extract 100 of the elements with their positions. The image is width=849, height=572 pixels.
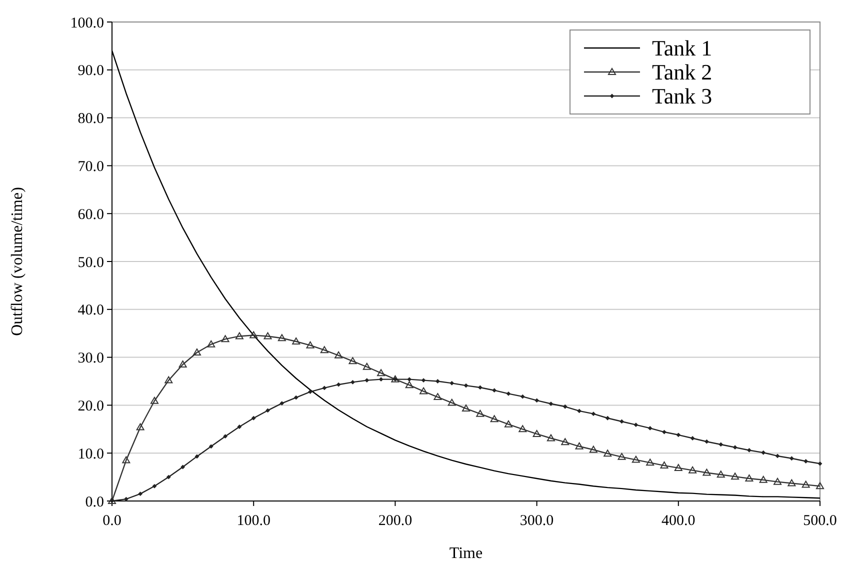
point xyxy=(336,382,341,387)
point xyxy=(136,423,144,430)
y-tick-label: 90.0 xyxy=(78,63,104,80)
point xyxy=(604,450,612,457)
point xyxy=(150,396,158,404)
point xyxy=(122,456,130,464)
x-tick-label: 300.0 xyxy=(520,513,554,529)
point xyxy=(464,383,468,388)
point xyxy=(420,387,428,394)
point xyxy=(294,395,298,400)
point xyxy=(506,392,511,396)
point xyxy=(648,426,652,430)
point xyxy=(221,335,230,342)
point xyxy=(462,404,470,412)
point xyxy=(194,454,200,459)
point xyxy=(405,381,414,388)
point xyxy=(561,438,570,446)
point xyxy=(407,377,412,382)
point xyxy=(435,379,440,384)
y-tick-label: 50.0 xyxy=(78,254,104,271)
point xyxy=(264,332,272,340)
point xyxy=(364,378,370,382)
point xyxy=(702,468,711,476)
point xyxy=(377,369,386,376)
point xyxy=(660,462,668,469)
point xyxy=(646,458,654,466)
point xyxy=(320,346,328,354)
point xyxy=(490,415,498,422)
point xyxy=(178,360,187,368)
point xyxy=(802,480,810,488)
legend-label: Tank 1 xyxy=(652,36,712,61)
y-tick-label: 70.0 xyxy=(78,158,104,175)
point xyxy=(548,402,554,406)
point xyxy=(322,386,327,390)
point xyxy=(546,434,555,442)
point xyxy=(562,404,568,409)
point xyxy=(676,432,681,438)
point xyxy=(278,334,286,342)
point xyxy=(518,425,527,432)
point xyxy=(208,444,214,449)
point xyxy=(589,446,598,453)
point xyxy=(788,479,796,486)
point xyxy=(492,388,497,393)
point xyxy=(235,332,244,340)
point xyxy=(775,454,780,458)
y-tick-label: 80.0 xyxy=(78,111,104,128)
point xyxy=(774,478,782,485)
point xyxy=(434,393,442,400)
point xyxy=(164,376,173,384)
point xyxy=(634,422,638,428)
x-tick-label: 400.0 xyxy=(662,513,696,529)
point xyxy=(674,464,682,471)
point xyxy=(591,412,596,416)
point xyxy=(818,461,822,466)
point xyxy=(250,331,258,338)
x-tick-label: 100.0 xyxy=(236,513,270,529)
y-tick-label: 20.0 xyxy=(78,398,104,414)
point xyxy=(448,398,456,406)
y-tick-label: 100.0 xyxy=(70,15,104,32)
point xyxy=(251,416,256,420)
point xyxy=(237,424,242,429)
point xyxy=(207,340,216,348)
point xyxy=(223,434,228,439)
point xyxy=(348,357,357,364)
point xyxy=(761,450,766,455)
point xyxy=(632,456,640,463)
point xyxy=(690,436,695,440)
point xyxy=(362,362,371,370)
y-tick-label: 0.0 xyxy=(85,494,104,510)
point xyxy=(152,484,157,488)
x-tick-label: 0.0 xyxy=(102,513,122,529)
point xyxy=(745,474,754,482)
point xyxy=(350,380,355,384)
y-axis-title: Outflow (volume/time) xyxy=(9,187,26,336)
point xyxy=(731,472,740,480)
point xyxy=(306,341,314,348)
point xyxy=(577,408,582,414)
point xyxy=(520,394,525,399)
point xyxy=(804,459,808,464)
point xyxy=(280,401,284,406)
x-axis-title: Time xyxy=(449,545,483,562)
point xyxy=(378,377,384,382)
point xyxy=(292,337,300,344)
point xyxy=(688,466,697,474)
y-tick-label: 10.0 xyxy=(78,446,104,462)
point xyxy=(534,398,539,403)
point xyxy=(605,416,610,420)
legend-label: Tank 2 xyxy=(652,60,712,85)
point xyxy=(716,470,725,478)
point xyxy=(450,380,454,386)
point xyxy=(180,464,185,470)
point xyxy=(575,442,584,450)
point xyxy=(166,474,171,480)
point xyxy=(124,496,128,502)
point xyxy=(789,456,794,461)
point xyxy=(704,439,709,444)
y-tick-label: 30.0 xyxy=(78,350,104,367)
point xyxy=(759,476,768,483)
point xyxy=(478,385,482,390)
point xyxy=(618,452,626,460)
